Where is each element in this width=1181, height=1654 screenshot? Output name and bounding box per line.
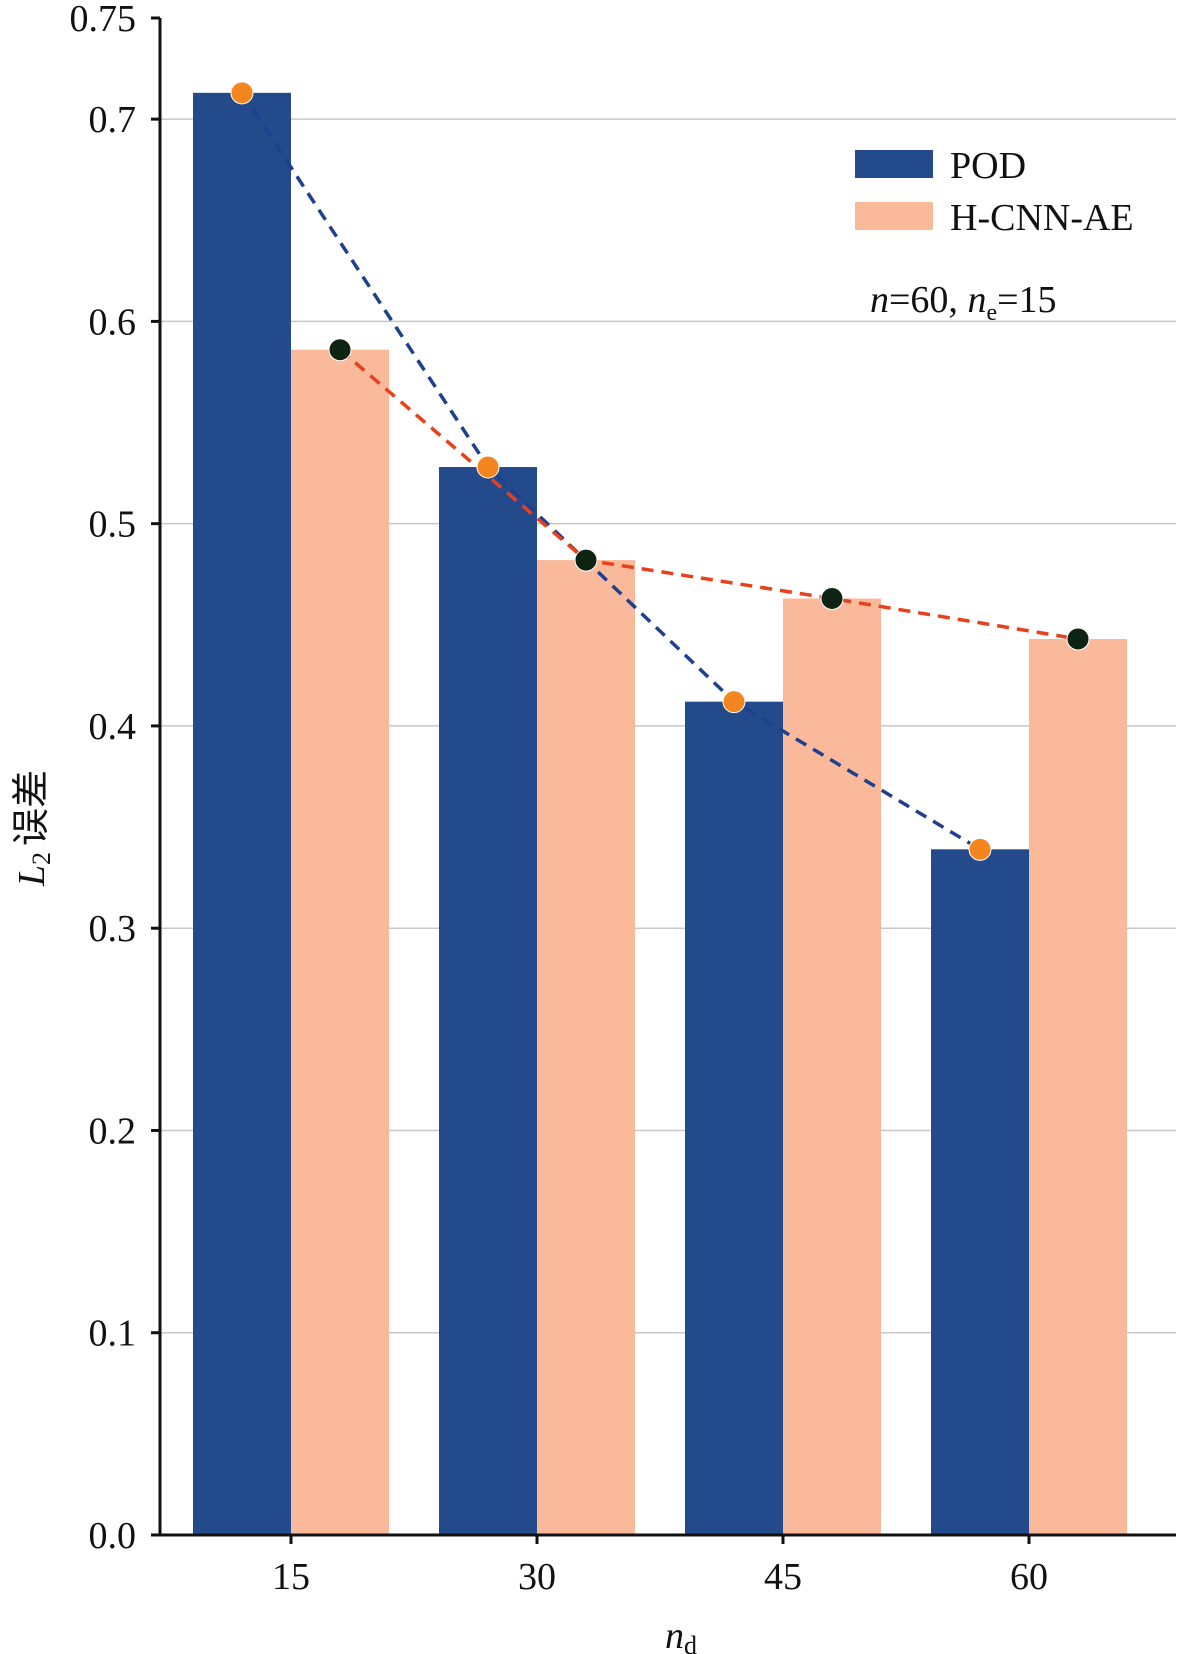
bar-pod-45 — [685, 701, 783, 1535]
trend-line-hcnnae — [338, 348, 1079, 641]
x-tick-label: 45 — [764, 1556, 802, 1598]
x-axis-title: nd — [665, 1615, 697, 1654]
marker-hcnnae-30 — [574, 548, 598, 572]
bar-pod-15 — [193, 92, 291, 1536]
y-tick-label: 0.75 — [70, 0, 137, 40]
trend-line-pod — [240, 91, 981, 851]
marker-pod-45 — [722, 690, 746, 714]
y-axis-title: L2 误差 — [9, 770, 56, 887]
point-markers — [230, 81, 1090, 861]
trend-lines — [240, 91, 1079, 851]
annotation-ne-value: =15 — [997, 279, 1056, 321]
y-axis-title-suffix: 误差 — [9, 770, 53, 846]
y-tick-label: 0.2 — [89, 1110, 137, 1152]
bar-hcnnae-60 — [1029, 638, 1127, 1535]
bar-pod-30 — [439, 467, 537, 1536]
marker-pod-60 — [968, 837, 992, 861]
annotation-n: n — [870, 279, 889, 321]
bar-hcnnae-45 — [783, 598, 881, 1535]
y-axis-title-main: L — [11, 865, 53, 887]
legend-label-hcnnae: H-CNN-AE — [950, 197, 1134, 239]
x-axis-title-sub: d — [684, 1631, 697, 1654]
y-tick-label: 0.4 — [89, 706, 137, 748]
bar-hcnnae-30 — [537, 560, 635, 1535]
bar-hcnnae-15 — [291, 349, 389, 1536]
legend: POD H-CNN-AE — [855, 145, 1134, 239]
x-tick-label: 60 — [1010, 1556, 1048, 1598]
y-ticks: 0.0 0.1 0.2 0.3 0.4 0.5 0.6 0.7 0.75 — [70, 0, 160, 1557]
annotation-n-value: =60, — [889, 279, 967, 321]
y-axis-title-sub: 2 — [27, 852, 56, 865]
y-tick-label: 0.7 — [89, 99, 137, 141]
marker-hcnnae-15 — [328, 338, 352, 362]
legend-swatch-hcnnae — [855, 202, 933, 230]
x-tick-label: 30 — [518, 1556, 556, 1598]
bar-pod-60 — [931, 849, 1029, 1535]
x-ticks: 15 30 45 60 — [272, 1535, 1048, 1598]
marker-pod-30 — [476, 455, 500, 479]
y-tick-label: 0.6 — [89, 301, 137, 343]
annotation-ne-sub: e — [986, 300, 997, 326]
legend-label-pod: POD — [950, 145, 1026, 187]
marker-hcnnae-60 — [1066, 627, 1090, 651]
y-tick-label: 0.5 — [89, 504, 137, 546]
marker-hcnnae-45 — [820, 587, 844, 611]
y-tick-label: 0.3 — [89, 908, 137, 950]
params-annotation: n=60, ne=15 — [870, 279, 1057, 326]
y-tick-label: 0.0 — [89, 1515, 137, 1557]
legend-swatch-pod — [855, 150, 933, 178]
x-axis-title-main: n — [665, 1615, 684, 1654]
bars — [193, 92, 1127, 1536]
x-tick-label: 15 — [272, 1556, 310, 1598]
marker-pod-15 — [230, 81, 254, 105]
annotation-ne: n — [967, 279, 986, 321]
y-tick-label: 0.1 — [89, 1313, 137, 1355]
